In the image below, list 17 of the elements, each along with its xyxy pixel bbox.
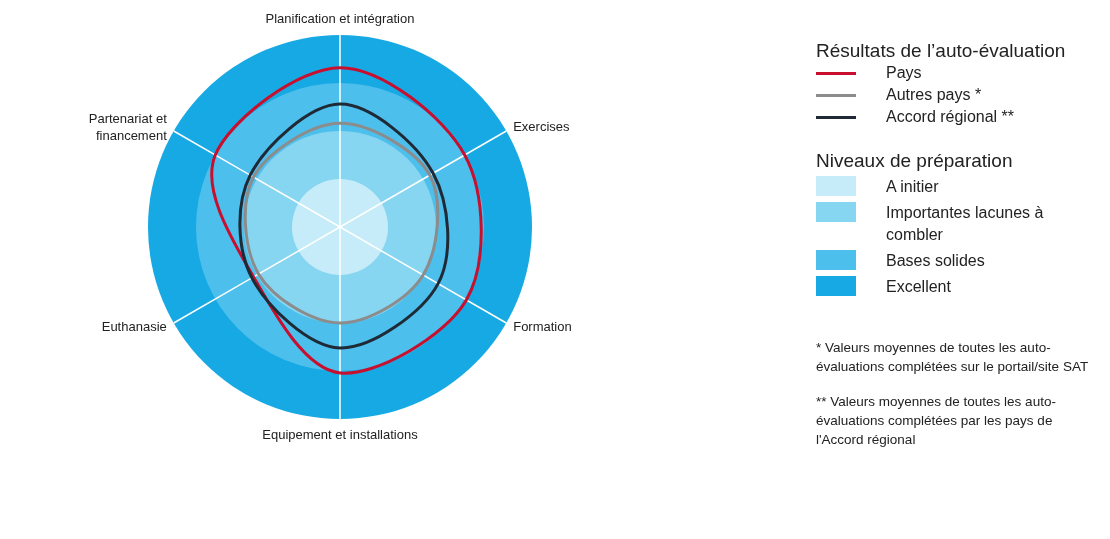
- legend-title: Résultats de l’auto-évaluation: [816, 40, 1067, 62]
- legend-label: Pays: [886, 64, 922, 82]
- spoke-label: Formation: [513, 319, 572, 334]
- spoke-label: Exercises: [513, 119, 571, 134]
- legend-label: Autres pays *: [886, 86, 982, 104]
- spoke-label: Euthanasie: [101, 319, 167, 334]
- text: Niveaux de préparation: [816, 150, 1014, 172]
- text: ** Valeurs moyennes de toutes les auto-évaluations complétées par les pays de l'Accord régional: [816, 393, 1057, 449]
- text: Bases solides: [886, 251, 986, 271]
- spoke-label: Equipement et installations: [262, 427, 419, 442]
- spoke-label: Partenariat et financement: [88, 111, 168, 143]
- text: * Valeurs moyennes de toutes les auto-évaluations complétées sur le portail/site SAT: [816, 339, 1090, 376]
- text: A initier: [886, 177, 940, 197]
- text: Importantes lacunes à combler: [886, 203, 1045, 245]
- text: Excellent: [886, 277, 952, 297]
- legend-label: Accord régional **: [886, 108, 1015, 126]
- spoke-label: Planification et intégration: [265, 11, 415, 26]
